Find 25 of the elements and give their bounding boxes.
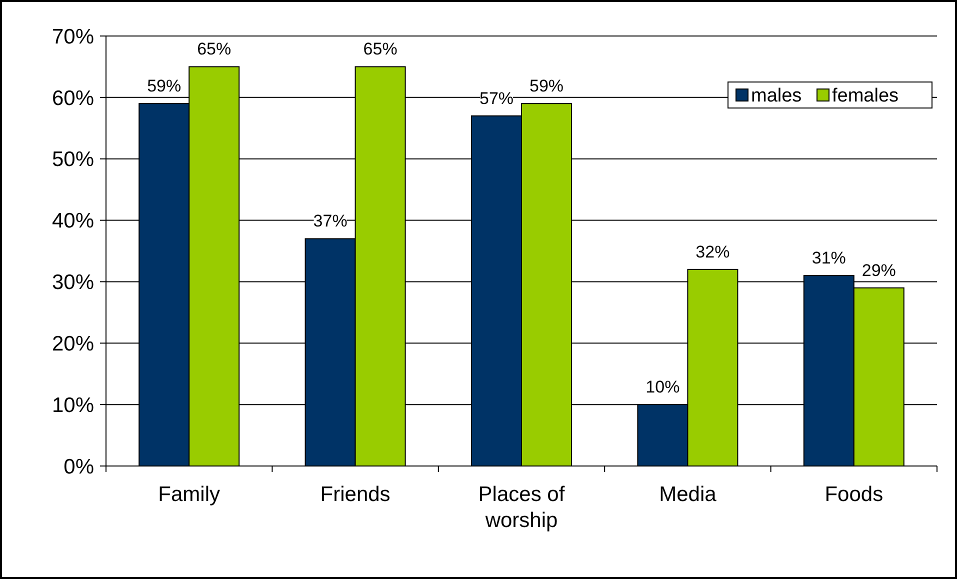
y-tick-label: 30%	[52, 271, 94, 294]
legend-label: males	[751, 86, 802, 107]
data-label: 59%	[529, 76, 564, 96]
data-label: 10%	[646, 378, 680, 397]
data-label: 65%	[363, 40, 398, 59]
x-tick-label: Media	[659, 483, 717, 506]
data-label: 57%	[479, 88, 514, 108]
y-tick-label: 60%	[52, 86, 94, 110]
x-tick-label: Friends	[320, 483, 390, 506]
data-label: 65%	[197, 40, 232, 59]
y-tick-label: 70%	[52, 25, 94, 48]
data-label: 37%	[313, 212, 348, 231]
y-tick-label: 20%	[52, 332, 94, 356]
data-label: 59%	[147, 76, 182, 96]
data-label: 32%	[696, 242, 730, 262]
y-tick-label: 0%	[64, 455, 94, 478]
x-tick-label: Places of worship	[478, 483, 565, 532]
y-tick-label: 40%	[52, 210, 94, 233]
data-label: 29%	[862, 260, 896, 280]
y-tick-label: 50%	[52, 148, 94, 172]
x-tick-label: Foods	[824, 483, 884, 506]
data-label: 31%	[812, 248, 846, 268]
legend-label: females	[832, 86, 899, 107]
x-tick-label: Family	[158, 483, 221, 506]
y-tick-label: 10%	[52, 394, 94, 417]
